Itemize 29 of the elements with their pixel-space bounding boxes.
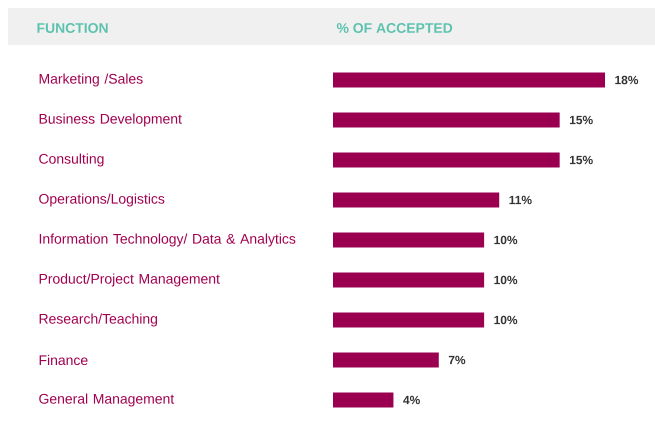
y-tick-label: Consulting (39, 154, 104, 167)
y-tick-label: General Management (39, 394, 174, 406)
y-axis-title: FUNCTION (37, 23, 108, 33)
bar (333, 312, 484, 328)
y-tick-label: Marketing /Sales (40, 74, 143, 87)
bar (333, 352, 439, 368)
data-label: 15% (570, 156, 593, 164)
bar (333, 272, 484, 288)
y-tick-label: Business Development (40, 114, 182, 127)
bar (333, 192, 500, 208)
data-label: 11% (509, 196, 532, 204)
y-tick-label: Operations/Logistics (39, 194, 164, 207)
data-label: 10% (494, 316, 518, 324)
data-label: 18% (615, 76, 638, 84)
bar (333, 232, 484, 248)
data-label: 10% (494, 276, 518, 284)
y-tick-label: Research/Teaching (40, 314, 158, 327)
bar (333, 112, 560, 128)
y-tick-label: Product/Project Management (40, 274, 220, 287)
data-label: 15% (570, 116, 593, 124)
bar (333, 392, 394, 408)
data-label: 4% (403, 396, 420, 404)
y-tick-label: Finance (40, 354, 88, 366)
bar (333, 152, 560, 168)
data-label: 7% (448, 356, 466, 364)
x-axis-title: % OF ACCEPTED (336, 23, 452, 33)
y-tick-label: Information Technology/ Data & Analytics (40, 234, 296, 247)
bar (333, 72, 606, 88)
data-label: 10% (494, 236, 518, 244)
